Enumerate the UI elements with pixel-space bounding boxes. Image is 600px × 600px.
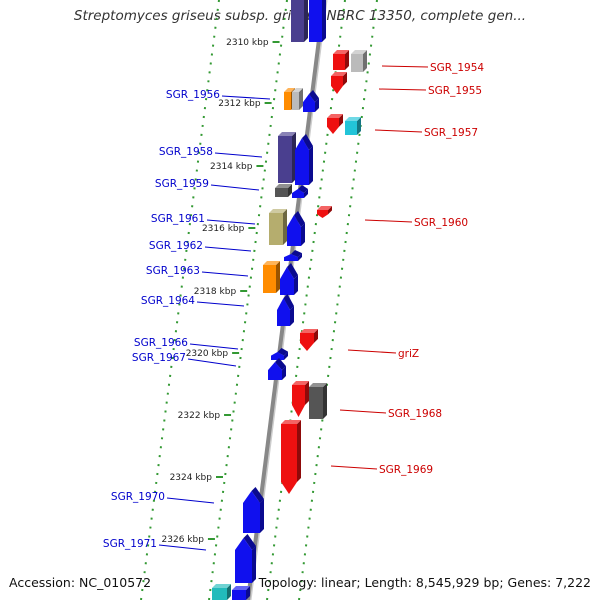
svg-text:SGR_1967: SGR_1967 <box>132 352 186 364</box>
gene-sgr-1958-blue[interactable] <box>295 134 313 185</box>
reverse-gene-label[interactable]: SGR_1960 <box>364 217 468 229</box>
scale-tick: 2322 kbp <box>178 411 232 421</box>
gene-sgr-1959-blue[interactable] <box>292 185 308 198</box>
scale-tick: 2314 kbp <box>210 162 264 172</box>
svg-text:SGR_1962: SGR_1962 <box>149 240 203 252</box>
gene-sgr-1960[interactable] <box>317 206 332 218</box>
scale-tick: 2326 kbp <box>162 535 215 545</box>
forward-gene-label[interactable]: SGR_1971 <box>103 538 207 551</box>
reverse-gene-label[interactable]: SGR_1968 <box>339 408 442 420</box>
forward-gene-label[interactable]: SGR_1956 <box>166 89 271 101</box>
scale-tick-label: 2324 kbp <box>170 473 213 483</box>
svg-text:SGR_1964: SGR_1964 <box>141 295 195 307</box>
reverse-gene-label[interactable]: SGR_1957 <box>374 127 478 139</box>
gene-sgr-1963-orange[interactable] <box>263 261 280 293</box>
scale-tick-label: 2320 kbp <box>186 349 229 359</box>
scale-tick-label: 2312 kbp <box>218 99 261 109</box>
gene-sgr-1970[interactable] <box>243 487 264 533</box>
reverse-gene-label[interactable]: SGR_1955 <box>378 85 482 97</box>
scale-tick: 2318 kbp <box>194 287 248 297</box>
scale-tick: 2316 kbp <box>202 224 256 234</box>
scale-tick-label: 2326 kbp <box>162 535 205 545</box>
forward-gene-label[interactable]: SGR_1964 <box>141 295 245 307</box>
svg-text:SGR_1960: SGR_1960 <box>414 217 468 229</box>
svg-text:SGR_1958: SGR_1958 <box>159 146 213 158</box>
forward-gene-label[interactable]: SGR_1959 <box>155 178 260 191</box>
svg-text:SGR_1971: SGR_1971 <box>103 538 157 550</box>
forward-gene-label[interactable]: SGR_1967 <box>132 352 237 367</box>
gene-block-top-blue[interactable] <box>309 0 326 42</box>
forward-gene-label[interactable]: SGR_1970 <box>111 491 215 504</box>
forward-gene-label[interactable]: SGR_1958 <box>159 146 263 158</box>
scale-tick-label: 2314 kbp <box>210 162 253 172</box>
scale-tick-label: 2310 kbp <box>226 38 269 48</box>
svg-text:griZ: griZ <box>398 348 419 360</box>
gene-block-top-purple[interactable] <box>291 0 308 42</box>
gene-sgr-1968-red[interactable] <box>292 381 309 417</box>
scale-tick-label: 2316 kbp <box>202 224 245 234</box>
reverse-gene-label[interactable]: SGR_1954 <box>381 62 484 74</box>
svg-text:SGR_1955: SGR_1955 <box>428 85 482 97</box>
forward-gene-label[interactable]: SGR_1963 <box>146 265 249 277</box>
gene-sgr-1966[interactable] <box>271 348 288 360</box>
svg-text:SGR_1954: SGR_1954 <box>430 62 484 74</box>
scale-tick-label: 2318 kbp <box>194 287 237 297</box>
gene-sgr-1954-red[interactable] <box>333 50 349 70</box>
gene-sgr-1962[interactable] <box>284 250 302 261</box>
accession-text: Accession: NC_010572 <box>9 575 152 590</box>
scale-tick: 2310 kbp <box>226 38 280 48</box>
gene-sgr-1961-blue[interactable] <box>287 211 305 246</box>
topology-text: Topology: linear; Length: 8,545,929 bp; … <box>258 575 591 590</box>
svg-text:SGR_1956: SGR_1956 <box>166 89 220 101</box>
gene-sgr-1961-khaki[interactable] <box>269 209 287 245</box>
scale-tick: 2324 kbp <box>170 473 223 483</box>
gene-sgr-1971[interactable] <box>235 534 256 583</box>
scale-tick: 2320 kbp <box>186 349 240 359</box>
gene-sgr-1956-gray[interactable] <box>292 88 303 110</box>
reverse-gene-label[interactable]: griZ <box>347 348 419 360</box>
gene-sgr-1955[interactable] <box>331 72 347 94</box>
svg-text:SGR_1961: SGR_1961 <box>151 213 205 225</box>
svg-text:SGR_1957: SGR_1957 <box>424 127 478 139</box>
gene-sgr-1968-gray[interactable] <box>309 383 327 419</box>
gene-sgr-1969[interactable] <box>281 420 301 494</box>
svg-text:SGR_1970: SGR_1970 <box>111 491 165 503</box>
svg-text:SGR_1966: SGR_1966 <box>134 337 188 349</box>
reverse-gene-label[interactable]: SGR_1969 <box>330 464 433 476</box>
svg-text:SGR_1963: SGR_1963 <box>146 265 200 277</box>
scale-tick: 2312 kbp <box>218 99 272 109</box>
gene-sgr-1967[interactable] <box>268 358 286 380</box>
scale-tick-label: 2322 kbp <box>178 411 221 421</box>
gene-sgr-1957-red[interactable] <box>327 114 343 134</box>
svg-text:SGR_1969: SGR_1969 <box>379 464 433 476</box>
gene-bottom-teal[interactable] <box>212 584 231 600</box>
forward-gene-label[interactable]: SGR_1962 <box>149 240 252 252</box>
gene-sgr-1959-gray[interactable] <box>275 184 292 197</box>
dots-inner-rev <box>266 0 346 600</box>
gene-sgr-1957-cyan[interactable] <box>345 117 361 135</box>
gene-bottom-blue[interactable] <box>232 586 250 600</box>
forward-gene-label[interactable]: SGR_1966 <box>134 337 239 350</box>
gene-grizZ[interactable] <box>300 329 318 351</box>
forward-gene-label[interactable]: SGR_1961 <box>151 213 256 225</box>
gene-sgr-1958-purple[interactable] <box>278 132 296 183</box>
gene-sgr-1964[interactable] <box>277 294 294 326</box>
gene-sgr-1954-gray[interactable] <box>351 50 367 72</box>
svg-text:SGR_1968: SGR_1968 <box>388 408 442 420</box>
dots-inner-fwd <box>208 0 288 600</box>
gene-sgr-1963-blue[interactable] <box>280 263 298 295</box>
dots-outer-rev <box>298 0 378 600</box>
gene-sgr-1956-blue[interactable] <box>303 90 319 112</box>
dots-outer-fwd <box>140 0 220 600</box>
svg-text:SGR_1959: SGR_1959 <box>155 178 209 190</box>
